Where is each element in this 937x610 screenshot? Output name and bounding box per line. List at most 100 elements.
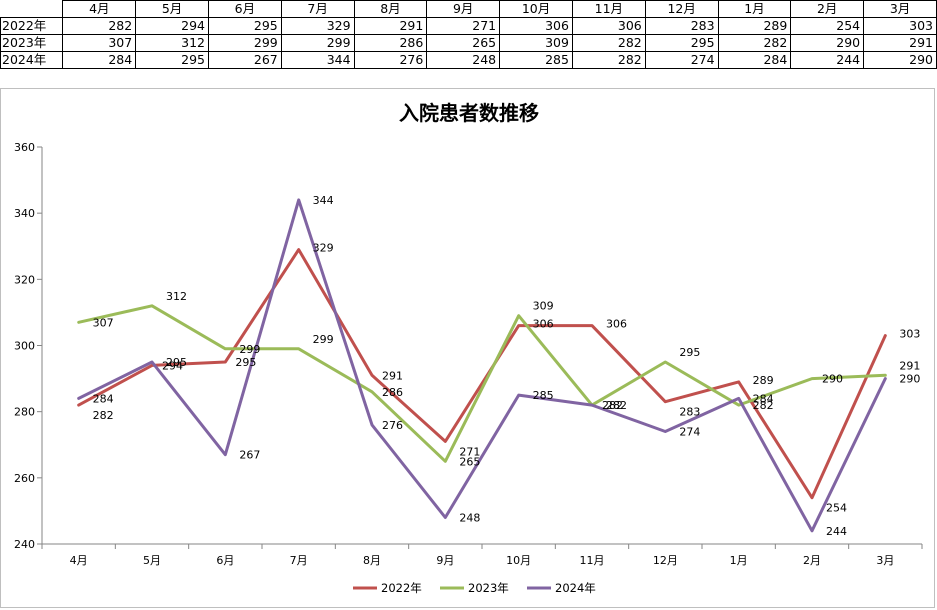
data-label: 248 (459, 512, 480, 525)
month-header: 1月 (717, 0, 792, 18)
x-tick-label: 6月 (216, 554, 234, 567)
data-label: 267 (239, 449, 260, 462)
data-label: 294 (162, 359, 183, 372)
table-cell: 244 (790, 51, 865, 69)
table-cell: 248 (426, 51, 501, 69)
x-tick-label: 12月 (653, 554, 678, 567)
table-cell: 294 (135, 17, 209, 35)
table-row: 2022年 282 294 295 329 291 271 306 306 283 289 254 30… (0, 17, 937, 35)
month-header: 9月 (426, 0, 501, 18)
data-table: 4月 5月 6月 7月 8月 9月 10月 11月 12月 1月 2月 3月 2… (0, 0, 937, 69)
series-line (77, 304, 887, 463)
line-chart: 入院患者数推移 240 260 280 300 320 340 360 4月 5月 6月 7月 8月 9… (14, 101, 923, 595)
x-tick-label: 7月 (290, 554, 308, 567)
row-label: 2023年 (0, 34, 64, 52)
table-cell: 290 (790, 34, 865, 52)
table-cell: 307 (62, 34, 137, 52)
data-label: 271 (459, 445, 480, 458)
data-label: 244 (826, 525, 847, 538)
data-label: 295 (235, 356, 256, 369)
legend-label: 2022年 (381, 581, 422, 595)
data-label: 290 (899, 373, 920, 386)
data-label: 295 (166, 356, 187, 369)
data-label: 282 (753, 399, 774, 412)
table-cell: 295 (644, 34, 719, 52)
data-label: 282 (602, 399, 623, 412)
data-label: 285 (533, 389, 554, 402)
series-line (77, 198, 887, 533)
table-cell: 306 (571, 17, 646, 35)
chart-area: 入院患者数推移 240 260 280 300 320 340 360 4月 5月 6月 7月 8月 9… (0, 88, 935, 608)
x-tick-label: 2月 (803, 554, 821, 567)
table-cell: 254 (790, 17, 865, 35)
table-cell: 271 (426, 17, 501, 35)
y-tick-label: 340 (14, 207, 35, 220)
table-cell: 299 (207, 34, 282, 52)
month-header: 8月 (353, 0, 428, 18)
x-tick-label: 5月 (143, 554, 161, 567)
month-header: 6月 (207, 0, 282, 18)
y-tick-label: 280 (14, 406, 35, 419)
table-row: 2024年 284 295 267 344 276 248 285 282 274 284 244 29… (0, 51, 937, 69)
month-header: 3月 (863, 0, 937, 18)
table-cell: 276 (353, 51, 428, 69)
data-label: 344 (313, 194, 334, 207)
data-label: 276 (382, 419, 403, 432)
table-cell: 299 (280, 34, 355, 52)
data-label: 291 (899, 359, 920, 372)
y-tick-label: 360 (14, 141, 35, 154)
table-cell: 303 (863, 17, 937, 35)
y-tick-label: 320 (14, 273, 35, 286)
table-cell: 283 (644, 17, 719, 35)
x-tick-label: 11月 (580, 554, 605, 567)
data-label: 282 (93, 409, 114, 422)
month-header: 10月 (499, 0, 573, 18)
x-tick-label: 10月 (506, 554, 531, 567)
data-label: 312 (166, 290, 187, 303)
data-label: 299 (239, 343, 260, 356)
month-header: 4月 (62, 0, 137, 18)
table-cell: 344 (280, 51, 355, 69)
table-cell: 286 (353, 34, 428, 52)
table-cell: 282 (571, 51, 646, 69)
table-cell: 289 (717, 17, 792, 35)
data-label: 265 (459, 455, 480, 468)
table-cell: 282 (717, 34, 792, 52)
x-tick-label: 1月 (730, 554, 748, 567)
data-label: 303 (899, 328, 920, 341)
x-tick-label: 9月 (436, 554, 454, 567)
y-tick-label: 260 (14, 472, 35, 485)
table-cell: 274 (644, 51, 719, 69)
data-label: 290 (822, 373, 843, 386)
data-label: 274 (679, 426, 700, 439)
x-tick-label: 3月 (876, 554, 894, 567)
table-cell: 312 (135, 34, 209, 52)
table-header-row: 4月 5月 6月 7月 8月 9月 10月 11月 12月 1月 2月 3月 (0, 0, 937, 18)
month-header: 5月 (135, 0, 209, 18)
data-label: 307 (93, 316, 114, 329)
table-cell: 309 (499, 34, 573, 52)
data-label: 254 (826, 502, 847, 515)
table-cell: 295 (207, 17, 282, 35)
table-cell: 285 (499, 51, 573, 69)
table-cell: 329 (280, 17, 355, 35)
x-tick-label: 4月 (70, 554, 88, 567)
data-label: 286 (382, 386, 403, 399)
data-label: 283 (679, 406, 700, 419)
table-corner (0, 0, 64, 18)
data-label: 282 (606, 399, 627, 412)
table-cell: 282 (62, 17, 137, 35)
data-label: 299 (313, 333, 334, 346)
data-label: 309 (533, 300, 554, 313)
y-tick-label: 300 (14, 340, 35, 353)
data-label: 306 (533, 318, 554, 331)
data-label: 306 (606, 318, 627, 331)
data-label: 289 (753, 374, 774, 387)
y-tick-label: 240 (14, 538, 35, 551)
data-label: 284 (93, 392, 114, 405)
table-cell: 284 (62, 51, 137, 69)
data-label: 329 (313, 242, 334, 255)
month-header: 12月 (644, 0, 719, 18)
table-cell: 282 (571, 34, 646, 52)
row-label: 2022年 (0, 17, 64, 35)
